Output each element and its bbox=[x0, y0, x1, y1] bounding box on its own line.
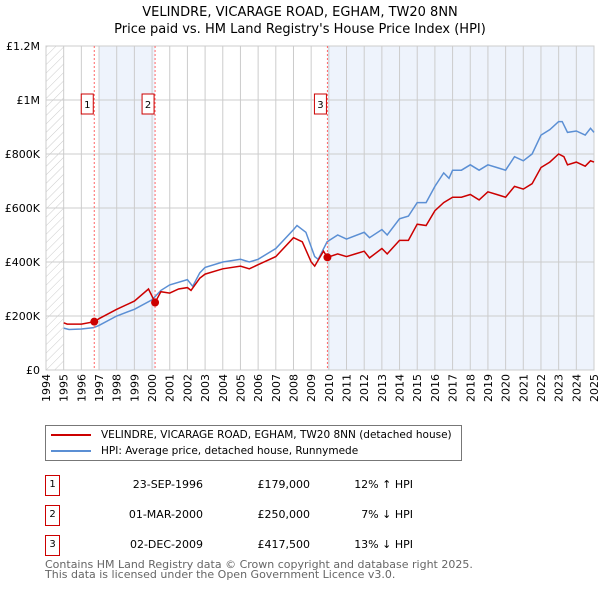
sale-date: 01-MAR-2000 bbox=[128, 508, 203, 521]
footer-line: Contains HM Land Registry data © Crown c… bbox=[45, 558, 473, 571]
x-tick-label: 2023 bbox=[553, 374, 566, 402]
sale-price: £250,000 bbox=[257, 508, 311, 521]
x-tick-label: 2004 bbox=[217, 374, 230, 402]
x-tick-label: 2003 bbox=[199, 374, 212, 402]
x-tick-label: 1994 bbox=[40, 374, 53, 402]
x-tick-label: 2015 bbox=[411, 374, 424, 402]
sale-label-box bbox=[141, 93, 155, 115]
y-tick-label: £600K bbox=[5, 202, 41, 215]
sale-number: 1 bbox=[45, 475, 60, 496]
x-tick-label: 2005 bbox=[234, 374, 247, 402]
x-tick-label: 2019 bbox=[482, 374, 495, 402]
x-tick-label: 1997 bbox=[93, 374, 106, 402]
legend-item-property: VELINDRE, VICARAGE ROAD, EGHAM, TW20 8NN… bbox=[51, 429, 452, 441]
sale-price: £179,000 bbox=[257, 478, 311, 491]
plot-border bbox=[45, 45, 595, 371]
price-chart: 1 2 3 1994 1995 1996 1997 1998 1999 2000 2001 2002 2… bbox=[5, 40, 600, 402]
x-tick-label: 2012 bbox=[358, 374, 371, 402]
hpi-line bbox=[63, 120, 595, 331]
x-tick-label: 2020 bbox=[500, 374, 513, 402]
sale-point bbox=[90, 317, 99, 326]
x-tick-label: 1995 bbox=[58, 374, 71, 402]
x-tick-label: 2018 bbox=[464, 374, 477, 402]
y-tick-label: £1M bbox=[17, 94, 41, 107]
footer: Contains HM Land Registry data © Crown c… bbox=[45, 558, 473, 581]
sale-row: 3 02-DEC-2009 £417,500 13% ↓ HPI bbox=[45, 535, 445, 556]
x-tick-label: 1996 bbox=[75, 374, 88, 402]
sale-label-box bbox=[80, 93, 94, 115]
y-tick-label: £0 bbox=[26, 364, 40, 377]
x-tick-label: 2010 bbox=[323, 374, 336, 402]
sale-label-box bbox=[313, 93, 327, 115]
sale-price: £417,500 bbox=[257, 538, 311, 551]
sale-label: 3 bbox=[317, 100, 323, 111]
x-tick-label: 2017 bbox=[447, 374, 460, 402]
y-tick-label: £1.2M bbox=[6, 40, 40, 53]
y-tick-label: £200K bbox=[5, 310, 41, 323]
sale-number: 3 bbox=[45, 535, 60, 556]
x-tick-label: 2013 bbox=[376, 374, 389, 402]
sale-row: 2 01-MAR-2000 £250,000 7% ↓ HPI bbox=[45, 505, 445, 526]
sale-label: 1 bbox=[84, 100, 90, 111]
x-tick-label: 2006 bbox=[252, 374, 265, 402]
property-price-line bbox=[63, 153, 595, 325]
sale-label: 2 bbox=[145, 100, 151, 111]
legend-label: HPI: Average price, detached house, Runn… bbox=[101, 445, 359, 457]
sale-point bbox=[323, 253, 332, 262]
chart-title: VELINDRE, VICARAGE ROAD, EGHAM, TW20 8NN… bbox=[0, 4, 600, 38]
x-tick-label: 2008 bbox=[287, 374, 300, 402]
x-tick-label: 2007 bbox=[270, 374, 283, 402]
x-tick-label: 2016 bbox=[429, 374, 442, 402]
x-tick-label: 2009 bbox=[305, 374, 318, 402]
title-line: VELINDRE, VICARAGE ROAD, EGHAM, TW20 8NN bbox=[142, 5, 458, 20]
legend-swatch bbox=[51, 434, 91, 436]
sale-date: 23-SEP-1996 bbox=[132, 478, 203, 491]
sale-point bbox=[151, 298, 160, 307]
subtitle-line: Price paid vs. HM Land Registry's House … bbox=[114, 22, 486, 37]
sale-hpi: 7% ↓ HPI bbox=[361, 508, 413, 521]
sale-hpi: 12% ↑ HPI bbox=[354, 478, 413, 491]
x-tick-label: 2022 bbox=[535, 374, 548, 402]
legend-swatch bbox=[51, 450, 91, 452]
footer-line: This data is licensed under the Open Gov… bbox=[45, 568, 396, 581]
x-tick-label: 2014 bbox=[394, 374, 407, 402]
x-tick-label: 1998 bbox=[111, 374, 124, 402]
y-tick-label: £400K bbox=[5, 256, 41, 269]
x-tick-label: 2025 bbox=[588, 374, 600, 402]
sale-hpi: 13% ↓ HPI bbox=[354, 538, 413, 551]
legend-item-hpi: HPI: Average price, detached house, Runn… bbox=[51, 445, 358, 457]
x-tick-label: 2002 bbox=[181, 374, 194, 402]
x-tick-label: 2011 bbox=[341, 374, 354, 402]
x-tick-label: 2000 bbox=[146, 374, 159, 402]
sale-row: 1 23-SEP-1996 £179,000 12% ↑ HPI bbox=[45, 475, 445, 496]
legend-label: VELINDRE, VICARAGE ROAD, EGHAM, TW20 8NN… bbox=[101, 429, 452, 441]
x-tick-label: 2021 bbox=[517, 374, 530, 402]
legend: VELINDRE, VICARAGE ROAD, EGHAM, TW20 8NN… bbox=[45, 425, 462, 461]
y-tick-label: £800K bbox=[5, 148, 41, 161]
x-tick-label: 2001 bbox=[164, 374, 177, 402]
x-tick-label: 1999 bbox=[128, 374, 141, 402]
x-tick-label: 2024 bbox=[570, 374, 583, 402]
sale-number: 2 bbox=[45, 505, 60, 526]
sale-date: 02-DEC-2009 bbox=[129, 538, 203, 551]
